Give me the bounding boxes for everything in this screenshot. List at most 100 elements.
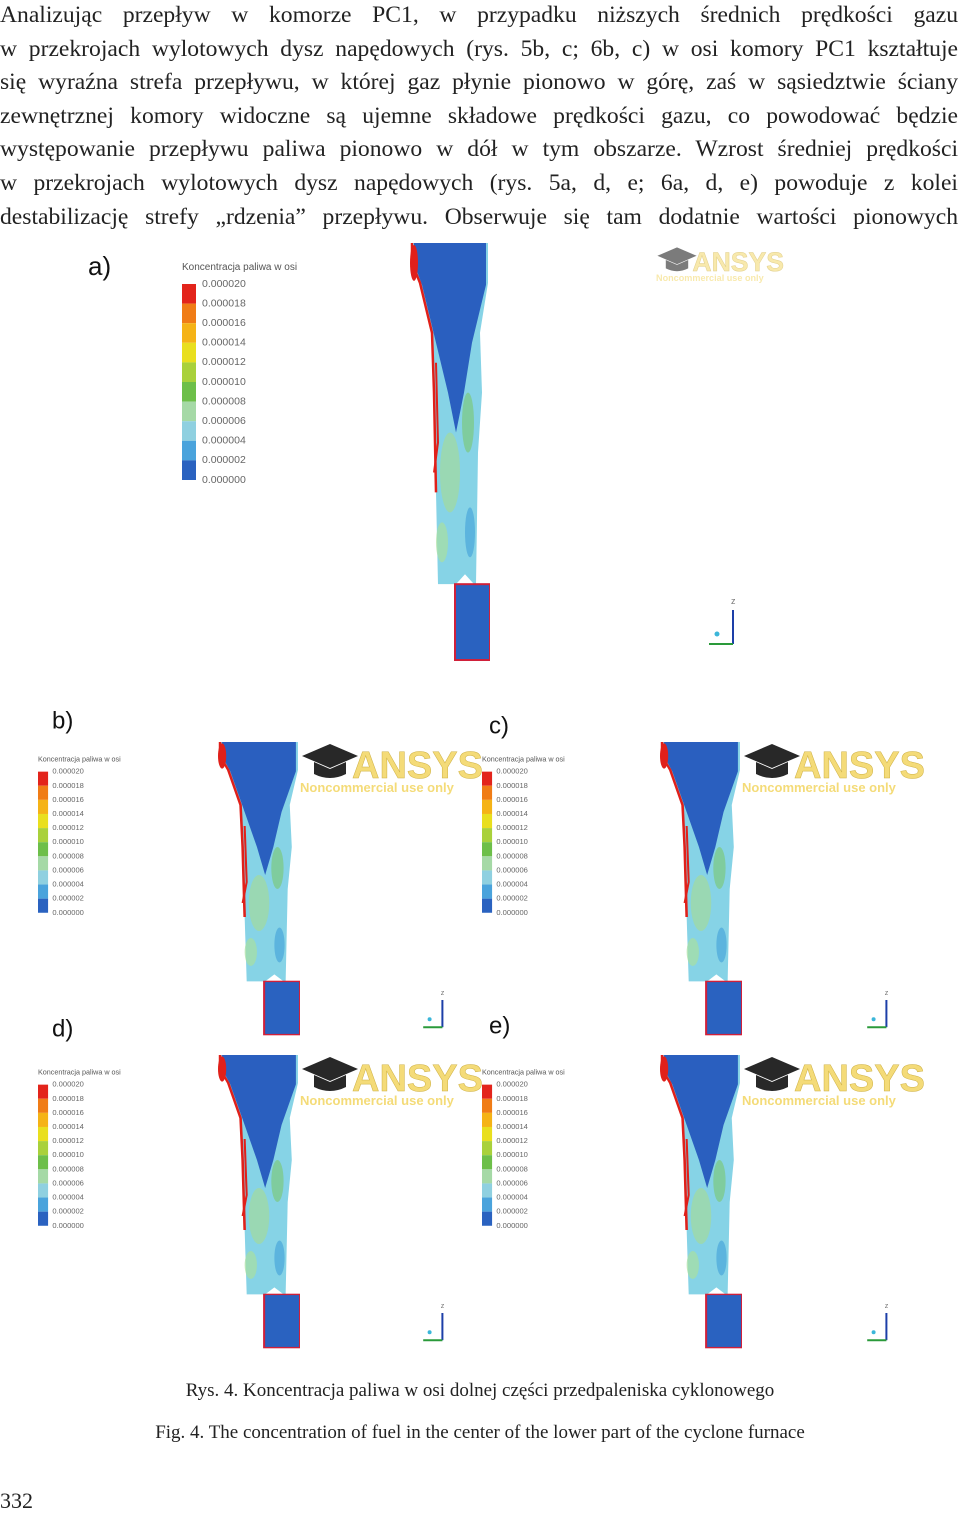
legend-swatch [482, 799, 493, 814]
caption-english: Fig. 4. The concentration of fuel in the… [155, 1422, 805, 1443]
axis-label: z [731, 596, 736, 606]
panel-label: e) [489, 1012, 510, 1039]
legend-tick-label: 0.000008 [496, 851, 527, 860]
panel: d) Koncentracja paliwa w osi 0.000020 0.000… [38, 1015, 483, 1349]
watermark-logo [302, 744, 358, 778]
flow-field [218, 742, 300, 1036]
legend-swatch [38, 1126, 49, 1142]
legend-tick-label: 0.000012 [52, 823, 83, 832]
legend-swatch [38, 1084, 49, 1099]
legend-tick-label: 0.000012 [496, 1136, 527, 1145]
legend-swatch [38, 1169, 49, 1184]
legend-tick-label: 0.000000 [52, 908, 83, 917]
text-line: w przekrojach wylotowych dysz napędowych… [0, 35, 958, 62]
legend-swatch [182, 440, 196, 461]
legend-swatch [482, 842, 493, 857]
legend-swatch [482, 828, 493, 843]
watermark-logo [302, 1057, 358, 1091]
legend-title: Koncentracja paliwa w osi [38, 755, 121, 764]
legend-swatch [38, 884, 49, 899]
text-line: się wyraźna strefa przepływu, w której g… [0, 69, 958, 96]
text-line: zewnętrznej komory widoczne są ujemne sk… [0, 102, 958, 129]
legend-swatch [482, 856, 493, 871]
panel-label: a) [88, 251, 111, 281]
legend-swatch [182, 303, 196, 324]
legend-swatch [482, 771, 493, 786]
legend-tick-label: 0.000004 [202, 435, 246, 447]
axis-origin [871, 1330, 876, 1335]
legend-tick-label: 0.000004 [52, 1193, 83, 1202]
watermark-note: Noncommercial use only [742, 1093, 897, 1108]
legend-tick-label: 0.000014 [496, 809, 527, 818]
legend-tick-label: 0.000006 [202, 415, 246, 427]
legend-tick-label: 0.000020 [202, 278, 246, 290]
watermark-brand: ANSYS [352, 745, 483, 787]
legend-swatch [38, 799, 49, 814]
watermark-brand: ANSYS [692, 247, 784, 277]
legend-tick-label: 0.000014 [496, 1122, 527, 1131]
legend-swatch [182, 284, 196, 304]
legend-tick-label: 0.000016 [202, 317, 246, 329]
legend-swatch [182, 460, 196, 480]
axis-label: z [885, 1301, 889, 1310]
legend-swatch [38, 1098, 49, 1113]
legend-swatch [482, 1126, 493, 1142]
legend-tick-label: 0.000000 [496, 908, 527, 917]
legend-swatch [482, 898, 493, 913]
watermark-brand: ANSYS [794, 1058, 925, 1100]
watermark-logo [744, 744, 800, 778]
legend-tick-label: 0.000008 [52, 851, 83, 860]
legend-tick-label: 0.000000 [202, 474, 246, 486]
axis-origin [714, 631, 720, 637]
legend-swatch [482, 884, 493, 899]
axis-label: z [885, 988, 889, 997]
legend-tick-label: 0.000006 [52, 1178, 83, 1187]
legend-swatch [482, 1211, 493, 1226]
legend-tick-label: 0.000004 [52, 880, 83, 889]
legend-title: Koncentracja paliwa w osi [482, 1068, 565, 1077]
watermark-note: Noncommercial use only [300, 780, 455, 795]
legend-tick-label: 0.000016 [52, 795, 83, 804]
legend-swatch [482, 1112, 493, 1127]
watermark-note: Noncommercial use only [300, 1093, 455, 1108]
legend-swatch [482, 870, 493, 885]
panel-label: c) [489, 712, 509, 739]
legend-tick-label: 0.000018 [52, 781, 83, 790]
legend-tick-label: 0.000006 [496, 1178, 527, 1187]
legend-tick-label: 0.000010 [52, 837, 83, 846]
flow-field [660, 1055, 742, 1349]
panel: e) Koncentracja paliwa w osi 0.000020 0.000… [482, 1012, 925, 1349]
flow-field [410, 243, 490, 662]
legend-tick-label: 0.000012 [202, 356, 246, 368]
watermark-note: Noncommercial use only [656, 273, 765, 283]
legend-tick-label: 0.000002 [202, 454, 246, 466]
legend-swatch [482, 813, 493, 829]
legend-tick-label: 0.000002 [52, 894, 83, 903]
legend-swatch [482, 1183, 493, 1198]
legend-tick-label: 0.000020 [496, 767, 527, 776]
panel: c) Koncentracja paliwa w osi 0.000020 0.000… [482, 712, 925, 1036]
watermark-logo [744, 1057, 800, 1091]
axis-label: z [441, 1301, 445, 1310]
legend-swatch [38, 856, 49, 871]
legend-tick-label: 0.000020 [52, 1080, 83, 1089]
legend-tick-label: 0.000018 [52, 1094, 83, 1103]
legend-tick-label: 0.000018 [496, 781, 527, 790]
legend-tick-label: 0.000012 [52, 1136, 83, 1145]
text-line: występowanie przepływu paliwa pionowo w … [0, 136, 958, 163]
legend-tick-label: 0.000016 [52, 1108, 83, 1117]
legend-tick-label: 0.000002 [496, 894, 527, 903]
legend-swatch [482, 1197, 493, 1212]
legend-swatch [482, 1084, 493, 1099]
legend-tick-label: 0.000012 [496, 823, 527, 832]
legend-swatch [38, 785, 49, 800]
legend-tick-label: 0.000010 [202, 376, 246, 388]
legend-tick-label: 0.000008 [202, 395, 246, 407]
legend-swatch [38, 1197, 49, 1212]
page-number: 332 [0, 1488, 33, 1513]
legend-swatch [182, 421, 196, 441]
legend-swatch [38, 898, 49, 913]
legend-tick-label: 0.000020 [52, 767, 83, 776]
